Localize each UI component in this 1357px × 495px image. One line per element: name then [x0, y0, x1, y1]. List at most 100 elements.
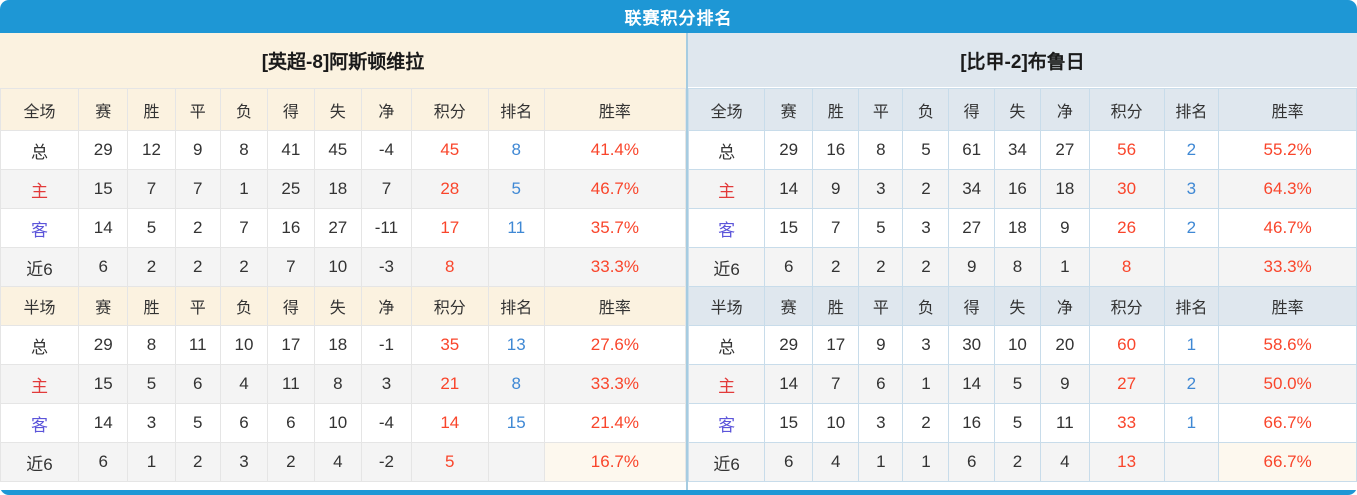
points-cell: 56 — [1088, 130, 1165, 170]
team-name-away: [比甲-2]布鲁日 — [688, 33, 1357, 88]
column-header-full-6: 失 — [993, 88, 1041, 131]
stat-cell: 3 — [360, 364, 412, 404]
points-cell: 26 — [1088, 208, 1165, 248]
stat-cell: 7 — [174, 169, 221, 209]
stat-cell: 17 — [267, 325, 315, 365]
stat-cell: 2 — [812, 247, 860, 287]
half-row-away: 客 14 3 5 6 6 10 -4 14 15 21.4% — [0, 403, 686, 443]
stat-cell: 2 — [993, 442, 1041, 482]
row-label-home: 主 — [688, 169, 766, 209]
column-header-half-4: 负 — [902, 286, 950, 326]
column-header-full-9: 排名 — [1163, 88, 1220, 131]
column-header-full-10: 胜率 — [543, 88, 686, 131]
win-rate-cell: 64.3% — [1218, 169, 1357, 209]
points-cell: 8 — [1088, 247, 1165, 287]
column-header-half-6: 失 — [993, 286, 1041, 326]
rank-cell: 2 — [1163, 130, 1220, 170]
stat-cell: -4 — [360, 130, 412, 170]
full-section-header-row: 全场赛胜平负得失净积分 排名 胜率 — [688, 88, 1357, 131]
stat-cell: 6 — [78, 442, 129, 482]
stat-cell: 30 — [948, 325, 995, 365]
stat-cell: 2 — [858, 247, 904, 287]
stat-cell: 18 — [1039, 169, 1090, 209]
widget-title: 联赛积分排名 — [0, 0, 1357, 33]
row-label-home: 主 — [0, 169, 80, 209]
column-header-full-10: 胜率 — [1218, 88, 1357, 131]
win-rate-cell: 33.3% — [1218, 247, 1357, 287]
points-cell: 5 — [410, 442, 489, 482]
stat-cell: 5 — [993, 364, 1041, 404]
stat-cell: 7 — [812, 208, 860, 248]
stat-cell: 29 — [764, 325, 814, 365]
stat-cell: 9 — [812, 169, 860, 209]
stat-cell: 10 — [313, 403, 362, 443]
stat-cell: 1 — [127, 442, 176, 482]
rank-cell — [1163, 247, 1220, 287]
stat-cell: 9 — [948, 247, 995, 287]
stat-cell: 25 — [267, 169, 315, 209]
stat-cell: 3 — [858, 169, 904, 209]
stat-cell: 15 — [764, 208, 814, 248]
column-header-half-5: 得 — [948, 286, 995, 326]
win-rate-cell: 16.7% — [543, 442, 686, 482]
win-rate-cell: 21.4% — [543, 403, 686, 443]
stat-cell: 15 — [764, 403, 814, 443]
win-rate-cell: 33.3% — [543, 364, 686, 404]
half-row-recent6: 近6 6 1 2 3 2 4 -2 5 16.7% — [0, 442, 686, 482]
stat-cell: 1 — [902, 364, 950, 404]
stat-cell: 2 — [902, 403, 950, 443]
rank-cell: 1 — [1163, 325, 1220, 365]
stat-cell: -2 — [360, 442, 412, 482]
win-rate-cell: 33.3% — [543, 247, 686, 287]
stat-cell: 16 — [267, 208, 315, 248]
column-header-full-9: 排名 — [487, 88, 545, 131]
points-cell: 60 — [1088, 325, 1165, 365]
win-rate-cell: 46.7% — [543, 169, 686, 209]
stat-cell: 4 — [1039, 442, 1090, 482]
stat-cell: 10 — [219, 325, 269, 365]
stat-cell: 14 — [78, 208, 129, 248]
stat-cell: 4 — [219, 364, 269, 404]
rank-cell: 2 — [1163, 208, 1220, 248]
stat-cell: 5 — [993, 403, 1041, 443]
column-header-full-4: 负 — [902, 88, 950, 131]
stat-cell: 10 — [812, 403, 860, 443]
stat-cell: 14 — [764, 169, 814, 209]
stat-cell: 7 — [267, 247, 315, 287]
row-label-total: 总 — [0, 130, 80, 170]
points-cell: 8 — [410, 247, 489, 287]
stat-cell: 1 — [1039, 247, 1090, 287]
column-header-half-2: 胜 — [812, 286, 860, 326]
rank-cell: 11 — [487, 208, 545, 248]
win-rate-cell: 55.2% — [1218, 130, 1357, 170]
row-label-total: 总 — [688, 325, 766, 365]
points-cell: 35 — [410, 325, 489, 365]
stat-cell: 34 — [948, 169, 995, 209]
row-label-away: 客 — [688, 403, 766, 443]
column-header-full-6: 失 — [313, 88, 362, 131]
stat-cell: 18 — [313, 325, 362, 365]
column-header-half-7: 净 — [1039, 286, 1090, 326]
stat-cell: 4 — [313, 442, 362, 482]
column-header-half-2: 胜 — [127, 286, 176, 326]
stat-cell: 3 — [902, 208, 950, 248]
rank-cell: 13 — [487, 325, 545, 365]
points-cell: 28 — [410, 169, 489, 209]
stat-cell: 45 — [313, 130, 362, 170]
win-rate-cell: 41.4% — [543, 130, 686, 170]
stat-cell: 5 — [902, 130, 950, 170]
stat-cell: 1 — [858, 442, 904, 482]
stat-cell: 6 — [764, 442, 814, 482]
full-row-recent6: 近6 6 2 2 2 9 8 1 8 33.3% — [688, 247, 1357, 287]
full-row-total: 总 29 16 8 5 61 34 27 56 2 55.2% — [688, 130, 1357, 170]
stat-cell: 11 — [1039, 403, 1090, 443]
row-label-total: 总 — [0, 325, 80, 365]
stat-cell: 2 — [267, 442, 315, 482]
rank-cell — [1163, 442, 1220, 482]
stat-cell: 27 — [313, 208, 362, 248]
stat-cell: 8 — [313, 364, 362, 404]
stat-cell: 29 — [78, 325, 129, 365]
column-header-half-1: 赛 — [78, 286, 129, 326]
column-header-half-0: 半场 — [688, 286, 766, 326]
stat-cell: 8 — [858, 130, 904, 170]
